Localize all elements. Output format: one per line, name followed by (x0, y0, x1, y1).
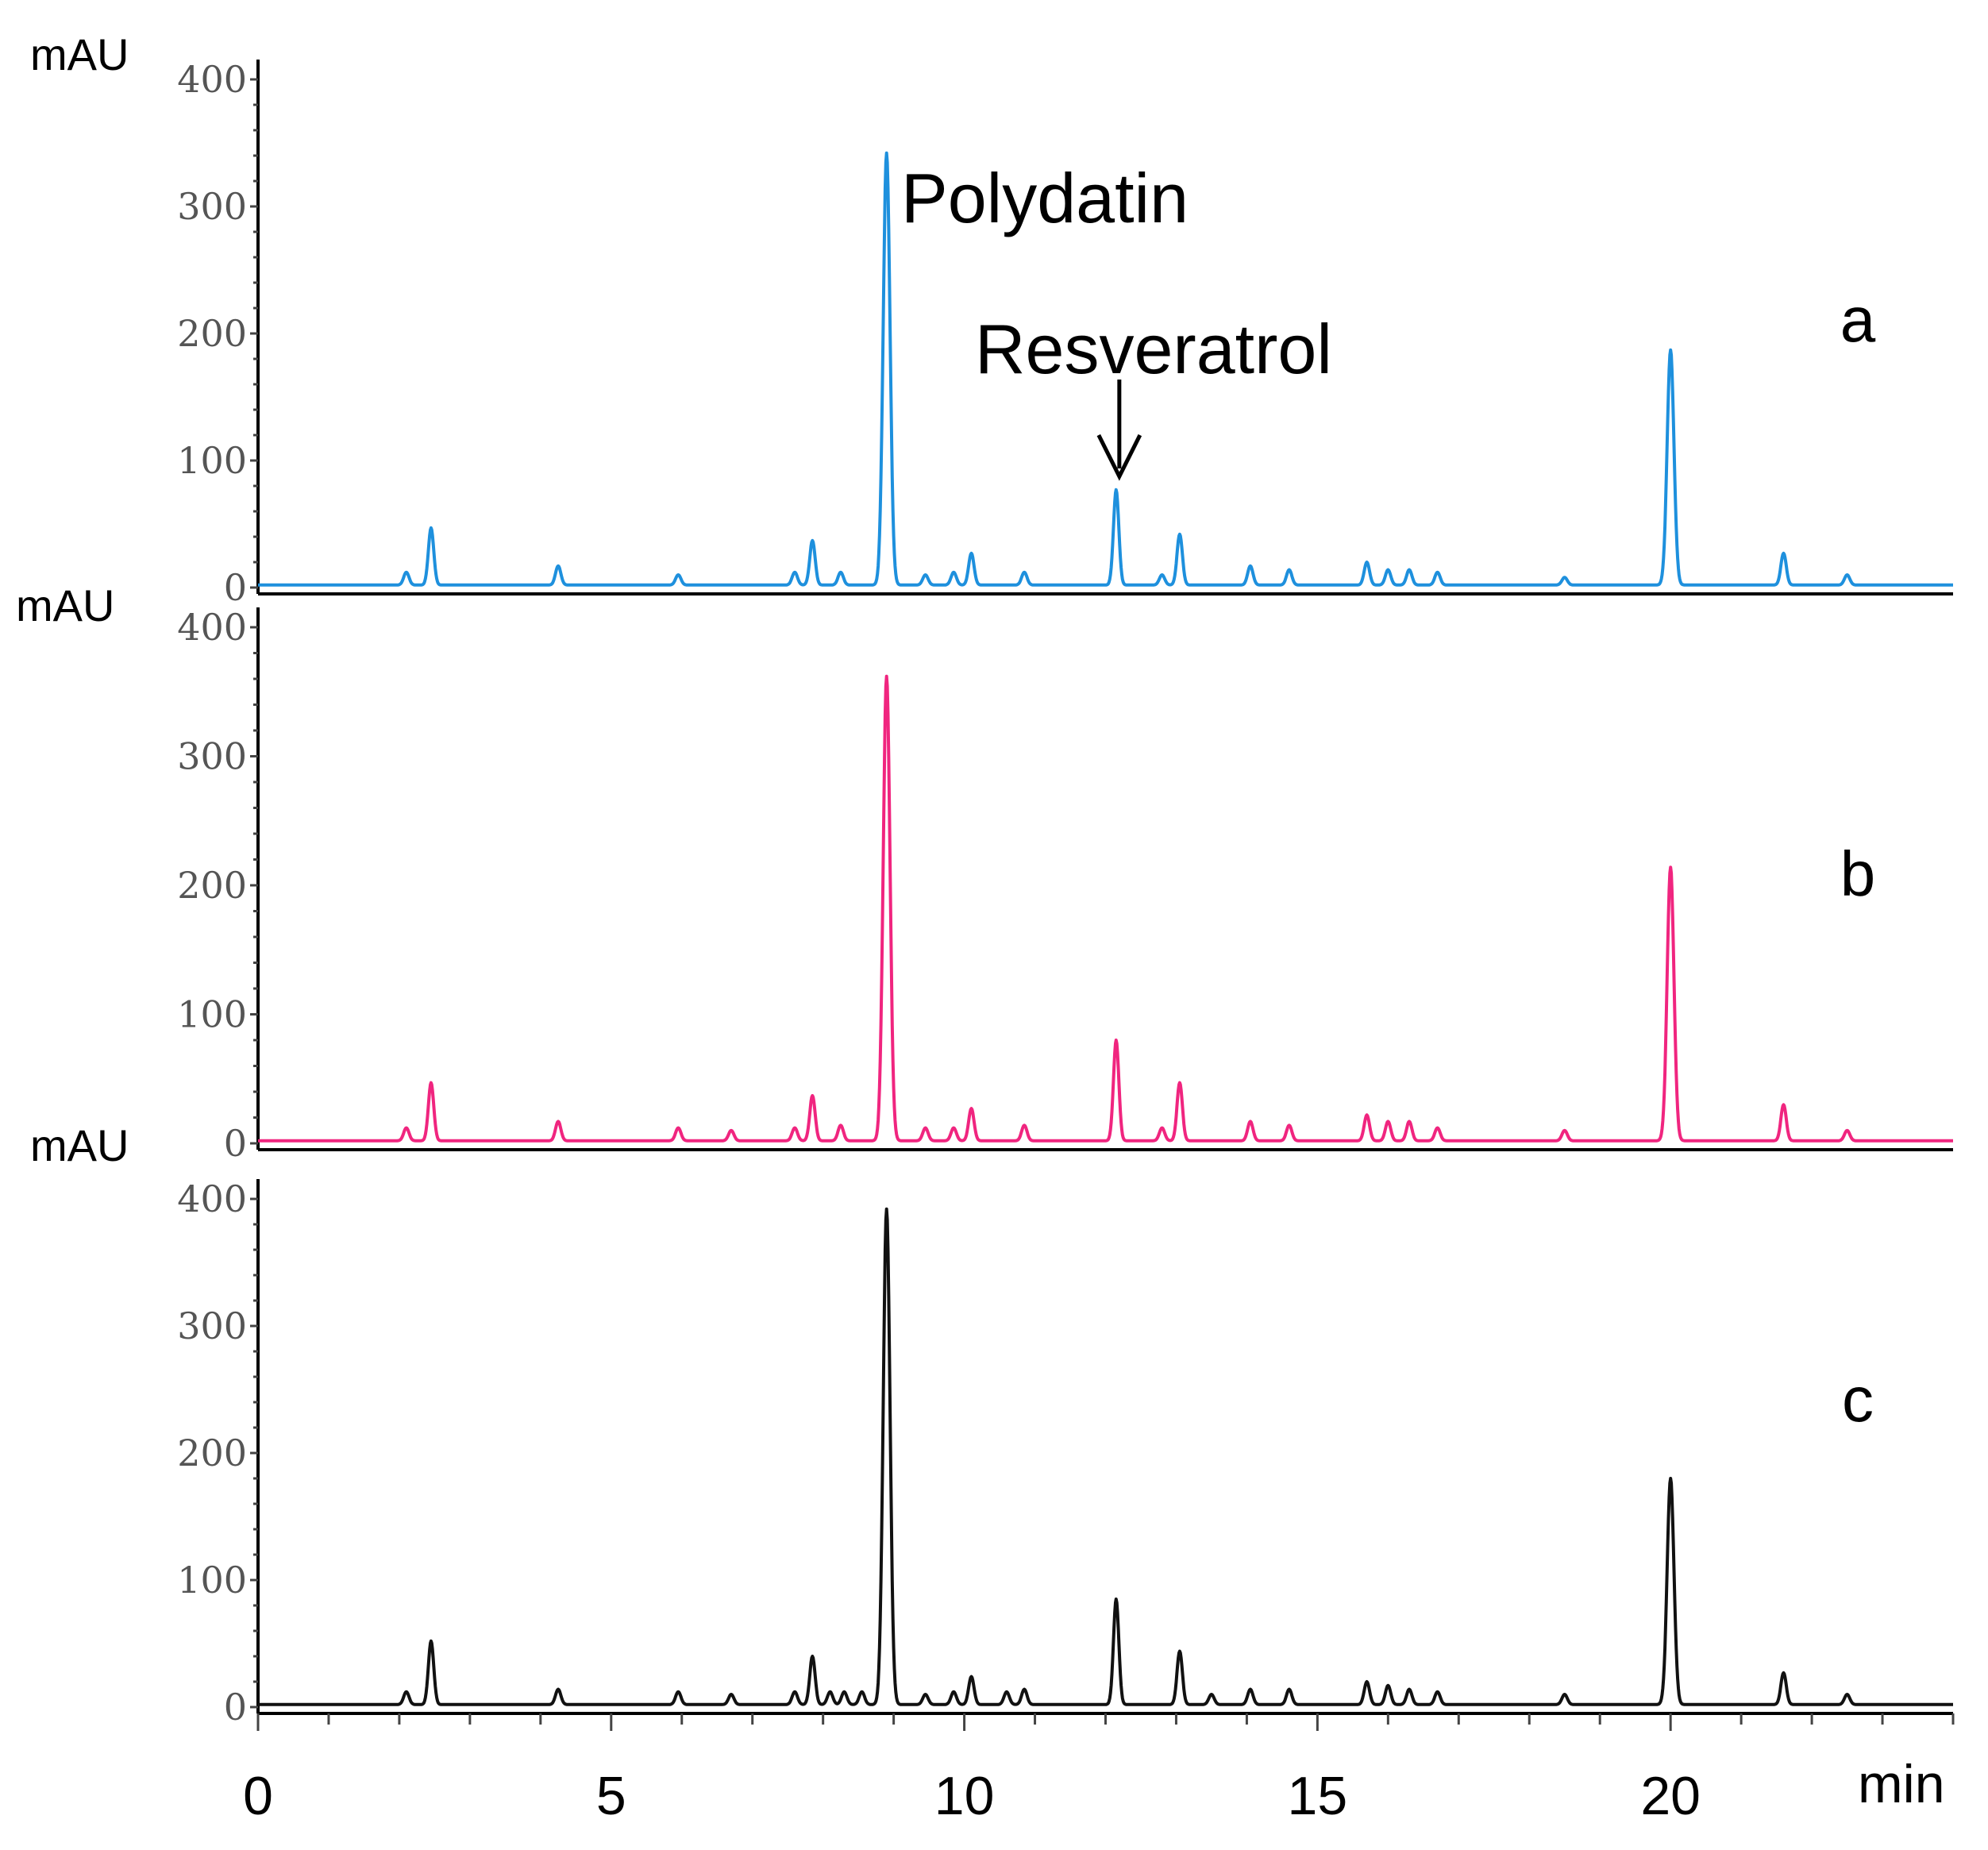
x-tick-label-20: 20 (1640, 1766, 1701, 1826)
y-tick-label-c-200: 200 (177, 1432, 247, 1474)
y-tick-label-b-300: 300 (177, 735, 247, 778)
y-tick-label-a-0: 0 (224, 566, 247, 609)
trace-c (256, 1207, 1955, 1706)
x-tick-label-15: 15 (1288, 1766, 1348, 1826)
y-tick-label-c-400: 400 (177, 1177, 247, 1220)
y-tick-label-b-400: 400 (177, 606, 247, 649)
annotation-resveratrol: Resveratrol (975, 310, 1332, 388)
trace-b (256, 674, 1955, 1143)
y-tick-label-a-300: 300 (177, 185, 247, 228)
y-tick-label-c-0: 0 (224, 1686, 247, 1729)
resveratrol-arrow-head (1096, 434, 1142, 481)
y-tick-label-b-200: 200 (177, 864, 247, 907)
y-tick-label-a-400: 400 (177, 58, 247, 101)
x-tick-label-5: 5 (596, 1766, 626, 1826)
unit-label-b: mAU (16, 580, 114, 630)
annotation-polydatin: Polydatin (901, 159, 1189, 237)
unit-label-a: mAU (30, 29, 129, 79)
x-axis-title: min (1858, 1754, 1945, 1814)
trace-a (256, 151, 1955, 587)
x-tick-label-0: 0 (243, 1766, 273, 1826)
y-tick-label-a-200: 200 (177, 312, 247, 355)
y-tick-label-c-100: 100 (177, 1559, 247, 1601)
text-layer: 0100200300400mAUa0100200300400mAUb010020… (16, 29, 1945, 1826)
y-tick-label-a-100: 100 (177, 439, 247, 482)
panel-label-a: a (1840, 284, 1876, 355)
traces-layer (256, 151, 1955, 1706)
axes-layer (250, 60, 1955, 1731)
x-tick-label-10: 10 (934, 1766, 995, 1826)
y-tick-label-b-0: 0 (224, 1122, 247, 1165)
y-tick-label-c-300: 300 (177, 1305, 247, 1347)
panel-label-b: b (1840, 838, 1876, 909)
panel-label-c: c (1842, 1364, 1874, 1435)
y-tick-label-b-100: 100 (177, 993, 247, 1036)
unit-label-c: mAU (30, 1120, 129, 1170)
